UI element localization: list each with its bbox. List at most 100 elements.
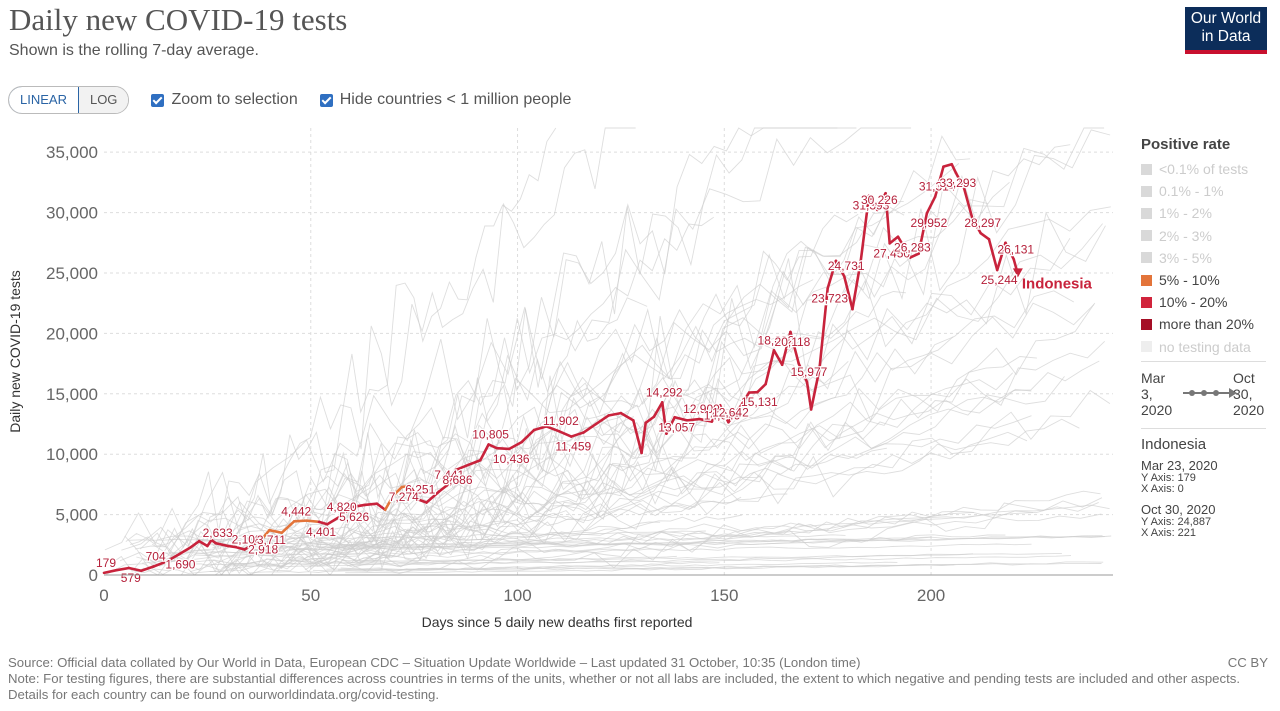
indonesia-line-segment: [594, 414, 610, 426]
legend-item[interactable]: no testing data: [1141, 336, 1266, 358]
indonesia-line-segment: [251, 538, 263, 547]
legend-item[interactable]: 2% - 3%: [1141, 225, 1266, 247]
background-country-line: [276, 360, 849, 572]
legend: Positive rate <0.1% of tests 0.1% - 1% 1% …: [1141, 136, 1266, 546]
indonesia-line-segment: [437, 483, 449, 493]
line-end-arrow-icon: [1012, 268, 1023, 278]
point-label: 11,902: [543, 414, 579, 428]
timeline-track[interactable]: [1183, 387, 1237, 398]
indonesia-line-segment: [764, 348, 776, 386]
hide-small-countries-checkbox[interactable]: Hide countries < 1 million people: [319, 91, 571, 109]
background-country-line: [288, 302, 1096, 573]
point-label: 6,251: [405, 482, 435, 496]
background-country-line: [104, 127, 912, 551]
legend-item[interactable]: 1% - 2%: [1141, 202, 1266, 224]
zoom-to-selection-checkbox[interactable]: Zoom to selection: [151, 91, 298, 109]
selection-start-y: Y Axis: 179: [1141, 471, 1196, 484]
timeline-dot: [1189, 389, 1195, 396]
selection-start-x: X Axis: 0: [1141, 482, 1184, 495]
owid-logo[interactable]: Our World in Data: [1185, 7, 1267, 54]
indonesia-line-segment: [115, 566, 131, 572]
background-country-lines: [104, 127, 1112, 576]
selection-end: Oct 30, 2020 Y Axis: 24,887 X Axis: 221: [1141, 502, 1266, 539]
logo-accent-bar: [1185, 50, 1267, 54]
background-country-line: [203, 555, 677, 566]
point-label: 5,626: [339, 510, 369, 524]
point-label: 10,436: [493, 452, 530, 466]
timeline-start-date[interactable]: Mar 3, 2020: [1141, 370, 1172, 418]
indonesia-line-segment: [826, 259, 838, 290]
background-country-line: [195, 543, 1032, 557]
background-country-line: [350, 555, 1072, 565]
indonesia-line-segment: [875, 191, 887, 212]
linear-scale-button[interactable]: LINEAR: [9, 87, 79, 113]
indonesia-line-segment: [338, 505, 354, 519]
background-country-line: [343, 340, 1106, 547]
indonesia-line-segment: [305, 519, 321, 524]
point-label: 27,450: [873, 246, 910, 260]
selection-end-x: X Axis: 221: [1141, 526, 1197, 539]
indonesia-line-segment: [400, 484, 412, 489]
point-label: 14,292: [646, 385, 683, 399]
page-title: Daily new COVID-19 tests: [9, 2, 348, 37]
indonesia-line-segment: [326, 515, 342, 526]
series-label-indonesia[interactable]: Indonesia: [1022, 275, 1093, 292]
indonesia-line-segment: [363, 502, 379, 507]
indonesia-line-segment: [350, 503, 366, 509]
indonesia-line-segment: [644, 415, 656, 425]
legend-item[interactable]: <0.1% of tests: [1141, 158, 1266, 180]
indonesia-line-segment: [582, 422, 598, 434]
selection-end-date: Oct 30, 2020: [1141, 501, 1216, 517]
indonesia-line-segment: [909, 252, 920, 259]
legend-divider: [1141, 427, 1266, 429]
logo-line-1: Our World: [1190, 10, 1262, 27]
indonesia-line-segment: [1004, 241, 1016, 261]
indonesia-line-segment: [259, 528, 271, 542]
indonesia-line-segment: [884, 191, 891, 245]
indonesia-line-segment: [834, 259, 846, 278]
background-country-line: [134, 205, 905, 573]
indonesia-line-segment: [673, 415, 689, 422]
indonesia-line[interactable]: [102, 162, 1023, 575]
x-tick-label: 0: [99, 586, 108, 605]
background-country-line: [245, 127, 838, 568]
log-scale-button[interactable]: LOG: [78, 87, 129, 113]
indonesia-line-segment: [392, 485, 404, 497]
background-country-line: [293, 135, 971, 565]
indonesia-line-segment: [607, 411, 623, 417]
point-label: 579: [121, 571, 141, 585]
point-label: 7,274: [389, 490, 419, 504]
indonesia-line-segment: [867, 194, 879, 212]
page-subtitle: Shown is the rolling 7-day average.: [9, 42, 259, 59]
legend-item[interactable]: 5% - 10%: [1141, 269, 1266, 291]
background-country-line: [304, 291, 906, 576]
license-link[interactable]: CC BY: [1227, 655, 1268, 670]
legend-item[interactable]: more than 20%: [1141, 313, 1266, 335]
timeline[interactable]: Mar 3, 2020 Oct 30, 2020: [1141, 370, 1266, 425]
point-label: 10,805: [472, 427, 509, 441]
legend-item[interactable]: 3% - 5%: [1141, 247, 1266, 269]
indonesia-line-segment: [164, 553, 180, 564]
x-tick-label: 50: [301, 586, 320, 605]
indonesia-line-segment: [487, 443, 499, 450]
legend-item-label: 0.1% - 1%: [1159, 183, 1224, 200]
legend-item-label: no testing data: [1159, 338, 1251, 355]
y-axis-label: Daily new COVID-19 tests: [7, 270, 23, 433]
indonesia-line-segment: [177, 545, 193, 556]
timeline-end-date[interactable]: Oct 30, 2020: [1233, 370, 1264, 418]
indonesia-line-segment: [954, 171, 966, 190]
point-label: 12,909: [683, 402, 720, 416]
legend-swatch: [1141, 185, 1152, 197]
indonesia-line-segment: [780, 330, 792, 367]
background-country-line: [130, 127, 557, 549]
checkbox-checked-icon: [319, 93, 333, 107]
timeline-start-day: 3,: [1141, 385, 1153, 402]
indonesia-line-segment: [102, 568, 118, 575]
background-country-line: [346, 490, 1101, 568]
background-country-line: [229, 206, 1111, 563]
background-country-line: [119, 290, 1075, 575]
legend-item[interactable]: 0.1% - 1%: [1141, 180, 1266, 202]
point-label: 31,393: [853, 199, 890, 213]
legend-item[interactable]: 10% - 20%: [1141, 291, 1266, 313]
legend-swatch: [1141, 230, 1152, 242]
